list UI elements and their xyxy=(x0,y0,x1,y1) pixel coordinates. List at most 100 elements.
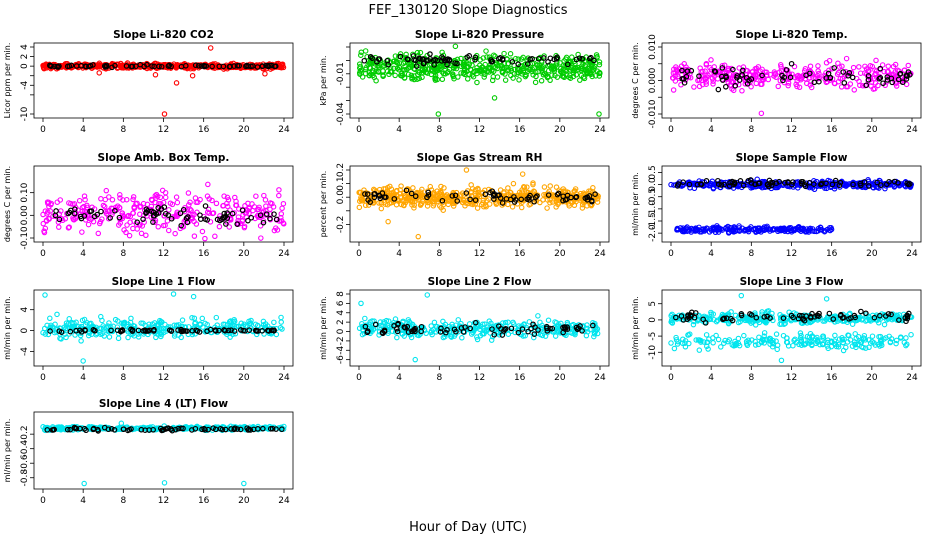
data-point xyxy=(544,205,550,211)
data-point xyxy=(703,81,709,87)
y-axis-label: kPa per min. xyxy=(319,55,328,105)
x-tick-label: 24 xyxy=(278,125,290,135)
x-tick-label: 20 xyxy=(866,125,878,135)
data-point xyxy=(263,203,269,209)
data-point xyxy=(578,63,585,69)
data-point xyxy=(596,73,603,79)
panel-4: Slope Amb. Box Temp.degrees C per min.0 4… xyxy=(3,152,294,259)
data-point-hourly xyxy=(464,54,470,60)
data-point xyxy=(729,86,735,92)
data-point xyxy=(394,334,400,341)
data-point xyxy=(134,226,140,232)
y-tick-label: 0.2 xyxy=(336,163,346,177)
data-point xyxy=(545,317,552,323)
data-point xyxy=(478,66,485,73)
data-point xyxy=(258,235,264,241)
data-point xyxy=(179,317,186,323)
data-point-hourly xyxy=(209,63,215,70)
x-axis-label: Hour of Day (UTC) xyxy=(409,520,527,535)
data-point xyxy=(66,224,72,230)
data-point-hourly xyxy=(781,74,787,81)
panel-title: Slope Line 1 Flow xyxy=(112,276,216,288)
data-point-hourly xyxy=(444,61,450,68)
x-tick-label: 16 xyxy=(198,249,210,259)
data-point xyxy=(177,225,184,232)
data-point xyxy=(424,292,431,298)
data-point xyxy=(541,70,548,77)
data-point xyxy=(845,83,851,90)
y-tick-label: 4 xyxy=(20,307,30,313)
data-point xyxy=(41,229,48,236)
x-tick-label: 4 xyxy=(708,373,714,383)
data-point-hourly xyxy=(899,79,906,86)
data-point xyxy=(439,76,446,82)
data-point-hourly xyxy=(472,54,479,61)
x-tick-label: 0 xyxy=(356,249,362,259)
x-tick-label: 8 xyxy=(120,373,126,383)
data-point xyxy=(166,207,172,213)
data-point xyxy=(157,194,164,201)
y-tick-label: 0.00 xyxy=(20,205,30,225)
data-point xyxy=(408,72,415,79)
data-point xyxy=(385,218,391,225)
data-point xyxy=(870,86,877,92)
y-tick-label: -0.01 xyxy=(336,62,346,85)
panel-title: Slope Line 3 Flow xyxy=(740,276,844,288)
data-point xyxy=(519,171,526,177)
y-axis-label: Licor ppm per min. xyxy=(3,43,12,119)
data-point xyxy=(130,210,136,216)
data-point xyxy=(358,300,364,307)
data-point xyxy=(511,70,518,77)
data-point-hourly xyxy=(845,72,851,79)
data-point-hourly xyxy=(535,55,542,62)
data-point xyxy=(459,335,465,341)
panel-title: Slope Li-820 Temp. xyxy=(735,29,847,41)
y-tick-label: -0.04 xyxy=(336,102,346,126)
data-point-hourly xyxy=(221,214,228,221)
y-tick-label: -0.10 xyxy=(20,226,30,250)
data-point xyxy=(707,65,713,71)
data-point-hourly xyxy=(489,58,496,65)
data-point xyxy=(509,204,516,210)
data-point xyxy=(759,81,765,88)
data-point-hourly xyxy=(397,53,404,60)
data-point xyxy=(396,60,403,66)
data-point xyxy=(140,200,147,207)
x-tick-label: 0 xyxy=(40,125,46,135)
data-point-hourly xyxy=(903,76,910,82)
data-point-hourly xyxy=(684,68,691,74)
data-point xyxy=(491,95,498,101)
data-point xyxy=(143,232,149,239)
x-tick-label: 24 xyxy=(594,125,606,135)
x-tick-label: 20 xyxy=(238,125,250,135)
data-point xyxy=(137,203,144,210)
data-point xyxy=(675,73,681,80)
data-point xyxy=(432,75,438,82)
x-tick-label: 4 xyxy=(396,249,402,259)
data-point xyxy=(826,57,833,64)
data-point-hourly xyxy=(192,62,199,69)
data-point xyxy=(710,340,716,346)
x-tick-label: 12 xyxy=(158,496,169,506)
x-tick-label: 12 xyxy=(474,125,485,135)
x-tick-label: 12 xyxy=(158,125,169,135)
y-tick-label: 0.5 xyxy=(648,165,658,179)
data-point xyxy=(101,203,108,210)
data-point xyxy=(758,110,765,117)
data-point-hourly xyxy=(367,53,374,60)
data-point xyxy=(832,332,838,339)
y-tick-label: 0.1 xyxy=(336,176,346,190)
data-point xyxy=(807,82,813,88)
data-point-hourly xyxy=(227,63,233,70)
data-point xyxy=(710,81,716,87)
data-point xyxy=(280,221,287,227)
data-point-hourly xyxy=(780,77,786,84)
x-tick-label: 0 xyxy=(356,125,362,135)
data-point xyxy=(152,72,159,78)
data-point xyxy=(843,55,850,62)
data-point-hourly xyxy=(102,64,109,70)
data-point xyxy=(226,224,232,230)
data-point-hourly xyxy=(515,61,522,68)
data-point-hourly xyxy=(239,207,246,214)
